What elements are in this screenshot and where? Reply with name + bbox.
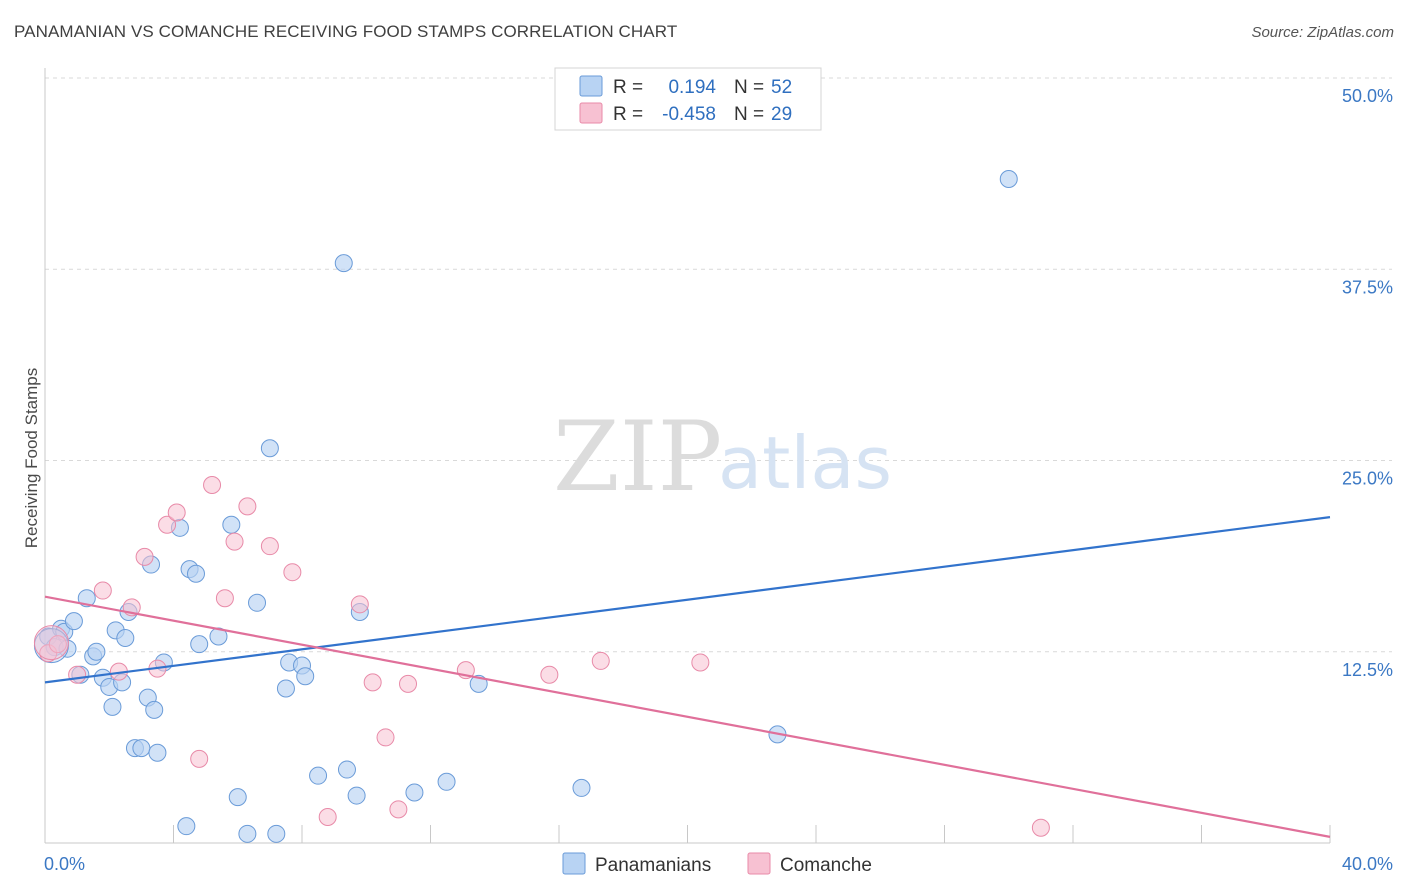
bottom-legend-label-panamanians: Panamanians (595, 855, 711, 876)
panamanian-point-34 (260, 439, 279, 458)
panamanian-point-29 (209, 627, 228, 646)
panamanian-point-15 (116, 628, 135, 647)
panamanian-point-5 (64, 612, 83, 631)
comanche-point-21 (389, 800, 408, 819)
panamanian-point-18 (132, 739, 151, 758)
axes (44, 68, 1331, 844)
panamanian-point-50 (999, 169, 1018, 188)
comanche-point-20 (376, 728, 395, 747)
legend-n-label-0: N = (734, 77, 764, 98)
comanche-point-8 (158, 515, 177, 534)
y-axis-label: Receiving Food Stamps (22, 368, 41, 548)
comanche-point-14 (238, 497, 257, 516)
watermark: ZIP atlas (553, 401, 892, 513)
panamanian-point-43 (347, 786, 366, 805)
y-tick-label-0: 12.5% (1342, 660, 1393, 680)
legend-r-value-1: -0.458 (662, 104, 716, 125)
grid-lines (45, 77, 1392, 653)
legend-swatch-comanche (579, 102, 603, 124)
comanche-point-27 (1031, 818, 1050, 837)
trend-lines (44, 516, 1331, 838)
comanche-point-19 (363, 673, 382, 692)
legend-box: R = 0.194 N = 52 R = -0.458 N = 29 (554, 67, 822, 131)
source-label: Source: ZipAtlas.com (1251, 24, 1394, 41)
comanche-point-2 (68, 665, 87, 684)
comanche-point-26 (691, 653, 710, 672)
panamanian-point-27 (186, 564, 205, 583)
comanche-point-6 (135, 547, 154, 566)
y-tick-label-1: 25.0% (1342, 469, 1393, 489)
panamanian-point-36 (276, 679, 295, 698)
legend-n-value-0: 52 (771, 77, 792, 98)
comanche-trend-line (44, 595, 1331, 838)
comanche-point-28 (33, 625, 69, 661)
watermark-atlas: atlas (718, 421, 892, 505)
comanche-point-17 (318, 807, 337, 826)
panamanian-trend-line (44, 516, 1331, 684)
comanche-point-18 (350, 595, 369, 614)
y-tick-labels: 12.5% 25.0% 37.5% 50.0% (1342, 86, 1393, 680)
comanche-point-9 (167, 503, 186, 522)
panamanian-point-25 (177, 817, 196, 836)
panamanian-point-22 (148, 743, 167, 762)
panamanian-point-35 (267, 824, 286, 843)
comanche-point-22 (399, 674, 418, 693)
legend-r-label-1: R = (613, 104, 643, 125)
watermark-zip: ZIP (553, 401, 722, 513)
comanche-point-15 (260, 537, 279, 556)
bottom-legend-swatch-comanche (747, 852, 771, 875)
panamanian-point-21 (145, 700, 164, 719)
panamanian-point-41 (334, 254, 353, 273)
bottom-legend: Panamanians Comanche (562, 852, 872, 876)
panamanian-point-48 (572, 778, 591, 797)
x-tick-label-0: 0.0% (44, 854, 85, 874)
panamanian-point-42 (337, 760, 356, 779)
legend-swatch-panamanians (579, 75, 603, 97)
panamanian-point-33 (248, 593, 267, 612)
comanche-point-11 (203, 475, 222, 494)
comanche-point-1 (48, 635, 67, 654)
bottom-legend-label-comanche: Comanche (780, 855, 872, 876)
panamanian-point-45 (405, 783, 424, 802)
chart-title: PANAMANIAN VS COMANCHE RECEIVING FOOD ST… (14, 22, 678, 41)
panamanian-point-12 (103, 697, 122, 716)
panamanian-point-32 (238, 824, 257, 843)
comanche-point-25 (591, 651, 610, 670)
panamanian-point-9 (87, 642, 106, 661)
comanche-point-12 (215, 589, 234, 608)
bottom-legend-swatch-panamanians (562, 852, 586, 875)
comanche-point-16 (283, 563, 302, 582)
comanche-point-13 (225, 532, 244, 551)
y-tick-label-3: 50.0% (1342, 86, 1393, 106)
panamanian-point-28 (190, 635, 209, 654)
panamanian-point-40 (309, 766, 328, 785)
legend-r-label-0: R = (613, 77, 643, 98)
legend-r-value-0: 0.194 (668, 77, 716, 98)
panamanian-point-46 (437, 772, 456, 791)
comanche-point-10 (190, 749, 209, 768)
panamanian-point-39 (296, 667, 315, 686)
panamanian-point-7 (77, 589, 96, 608)
legend-n-label-1: N = (734, 104, 764, 125)
comanche-point-24 (540, 665, 559, 684)
y-tick-label-2: 37.5% (1342, 277, 1393, 297)
x-tick-label-1: 40.0% (1342, 854, 1393, 874)
legend-n-value-1: 29 (771, 104, 792, 125)
x-tick-labels: 0.0% 40.0% (44, 854, 1393, 874)
comanche-point-3 (93, 581, 112, 600)
panamanian-point-30 (222, 515, 241, 534)
panamanian-point-31 (228, 788, 247, 807)
